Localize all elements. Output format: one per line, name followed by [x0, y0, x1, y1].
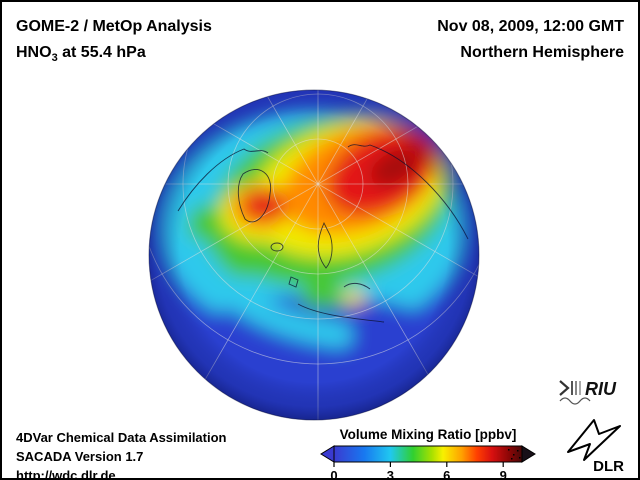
colorbar-tick-label-9: 9 [500, 468, 507, 480]
dlr-label: DLR [593, 458, 624, 474]
dlr-logo-graphic: DLR [567, 419, 624, 475]
riu-wave-icon [559, 397, 591, 405]
dlr-emblem-icon [567, 419, 621, 461]
colorbar-ticks [333, 462, 504, 467]
riu-label: RIU [585, 379, 617, 399]
colorbar-right-arrow [521, 445, 536, 463]
riu-chevron-icon [559, 380, 570, 396]
quantity-prefix: HNO [16, 44, 52, 61]
credit-line-1: 4DVar Chemical Data Assimilation [16, 430, 227, 445]
datetime-label: Nov 08, 2009, 12:00 GMT [437, 18, 624, 35]
quantity-subscript: 3 [51, 52, 58, 65]
colorbar-tick-label-3: 3 [387, 468, 394, 480]
riu-logo-graphic: RIU [559, 379, 617, 405]
quantity-suffix: at 55.4 hPa [57, 44, 146, 61]
region-label: Northern Hemisphere [460, 44, 624, 61]
header-right: Nov 08, 2009, 12:00 GMT Northern Hemisph… [437, 14, 624, 66]
figure-title: GOME-2 / MetOp Analysis [16, 18, 212, 35]
colorbar-title: Volume Mixing Ratio [ppbv] [339, 427, 517, 442]
riu-bars-icon [571, 381, 581, 395]
quantity-title: HNO3 at 55.4 hPa [16, 40, 212, 71]
colorbar-gradient [333, 445, 523, 463]
colorbar-left-arrow [320, 445, 335, 463]
globe-outline [148, 89, 480, 421]
credit-line-2: SACADA Version 1.7 [16, 449, 144, 464]
globe [148, 89, 480, 421]
colorbar-tick-label-6: 6 [443, 468, 450, 480]
riu-logo: RIU [558, 374, 628, 411]
colorbar-tick-label-0: 0 [330, 468, 337, 480]
credit-line-3: http://wdc.dlr.de [16, 468, 116, 480]
globe-limb-shading [149, 90, 479, 420]
colorbar: Volume Mixing Ratio [ppbv] [320, 427, 536, 480]
header-left: GOME-2 / MetOp Analysis HNO3 at 55.4 hPa [16, 14, 212, 71]
dlr-logo: DLR [564, 414, 626, 478]
hemisphere-map [148, 89, 480, 421]
colorbar-speckle [508, 449, 521, 460]
colorbar-scale: 0 3 6 9 [320, 445, 536, 480]
credits: 4DVar Chemical Data Assimilation SACADA … [16, 428, 227, 480]
